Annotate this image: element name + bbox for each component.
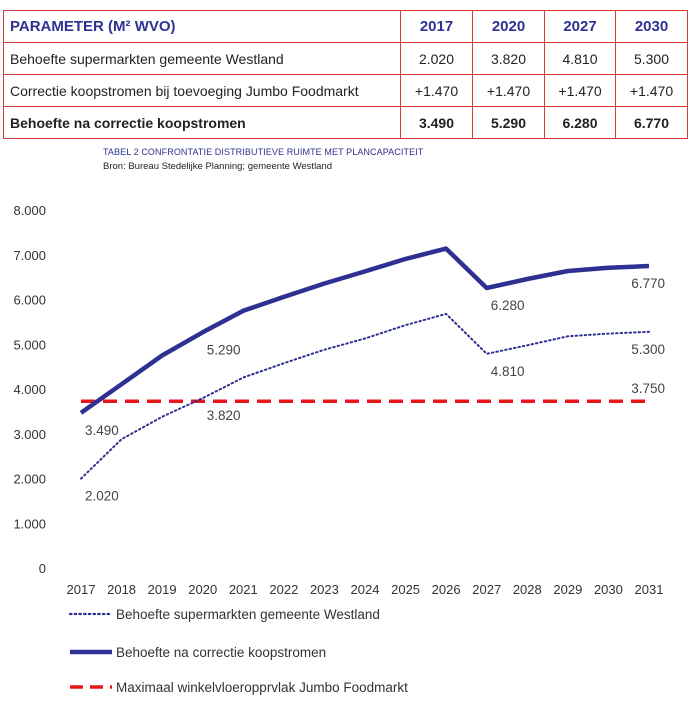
- y-tick-label: 5.000: [13, 337, 46, 352]
- x-tick-label: 2027: [472, 582, 501, 597]
- table-cell: +1.470: [544, 74, 616, 107]
- x-tick-label: 2029: [553, 582, 582, 597]
- table-row: Behoefte na correctie koopstromen 3.490 …: [3, 106, 688, 139]
- x-tick-label: 2019: [148, 582, 177, 597]
- table-header-cell: 2027: [544, 10, 616, 43]
- row-label: Correctie koopstromen bij toevoeging Jum…: [3, 74, 401, 107]
- legend-label: Maximaal winkelvloeropprvlak Jumbo Foodm…: [116, 680, 408, 695]
- table-cell: 3.820: [472, 42, 545, 75]
- y-tick-label: 0: [39, 561, 46, 576]
- table-header-row: PARAMETER (M² WVO) 2017 2020 2027 2030: [3, 10, 688, 43]
- x-tick-label: 2017: [67, 582, 96, 597]
- y-tick-label: 2.000: [13, 472, 46, 487]
- table-cell: +1.470: [472, 74, 545, 107]
- table-row: Correctie koopstromen bij toevoeging Jum…: [3, 74, 688, 107]
- table-header-cell: 2030: [615, 10, 688, 43]
- table-cell: 5.290: [472, 106, 545, 139]
- y-tick-label: 8.000: [13, 203, 46, 218]
- x-tick-label: 2031: [635, 582, 664, 597]
- x-tick-label: 2030: [594, 582, 623, 597]
- table-row: Behoefte supermarkten gemeente Westland …: [3, 42, 688, 75]
- x-tick-label: 2018: [107, 582, 136, 597]
- data-label: 5.300: [631, 342, 665, 357]
- row-label: Behoefte na correctie koopstromen: [3, 106, 401, 139]
- x-tick-label: 2023: [310, 582, 339, 597]
- table-cell: 5.300: [615, 42, 688, 75]
- x-tick-label: 2025: [391, 582, 420, 597]
- x-tick-label: 2028: [513, 582, 542, 597]
- table-caption: TABEL 2 CONFRONTATIE DISTRIBUTIEVE RUIMT…: [103, 147, 424, 157]
- legend-label: Behoefte supermarkten gemeente Westland: [116, 607, 380, 622]
- table-header-cell: 2020: [472, 10, 545, 43]
- data-label: 4.810: [491, 364, 525, 379]
- table-cell: +1.470: [400, 74, 473, 107]
- series-line-behoefte: [80, 312, 650, 480]
- data-label: 3.820: [207, 408, 241, 423]
- row-label: Behoefte supermarkten gemeente Westland: [3, 42, 401, 75]
- data-label: 6.280: [491, 298, 525, 313]
- data-label: 6.770: [631, 276, 665, 291]
- legend-label: Behoefte na correctie koopstromen: [116, 645, 326, 660]
- table-header-cell: 2017: [400, 10, 473, 43]
- source-note: Bron: Bureau Stedelijke Planning; gemeen…: [103, 161, 333, 172]
- parameter-table: PARAMETER (M² WVO) 2017 2020 2027 2030 B…: [3, 10, 688, 139]
- data-label: 3.750: [631, 381, 665, 396]
- x-tick-label: 2020: [188, 582, 217, 597]
- table-cell: 6.280: [544, 106, 616, 139]
- line-chart: 0 1.000 2.000 3.000 4.000 5.000 6.000 7.000 8.00…: [13, 203, 665, 695]
- y-tick-label: 7.000: [13, 248, 46, 263]
- y-tick-label: 1.000: [13, 516, 46, 531]
- data-label: 3.490: [85, 423, 119, 438]
- table-cell: 2.020: [400, 42, 473, 75]
- x-tick-label: 2022: [269, 582, 298, 597]
- data-label: 2.020: [85, 489, 119, 504]
- x-tick-label: 2026: [432, 582, 461, 597]
- y-tick-label: 6.000: [13, 293, 46, 308]
- x-tick-label: 2021: [229, 582, 258, 597]
- series-line-gecorrigeerd: [79, 246, 650, 415]
- table-cell: +1.470: [615, 74, 688, 107]
- data-label: 5.290: [207, 342, 241, 357]
- y-tick-label: 3.000: [13, 427, 46, 442]
- table-cell: 6.770: [615, 106, 688, 139]
- y-tick-label: 4.000: [13, 382, 46, 397]
- table-cell: 4.810: [544, 42, 616, 75]
- table-cell: 3.490: [400, 106, 473, 139]
- table-header-cell: PARAMETER (M² WVO): [3, 10, 401, 43]
- x-tick-label: 2024: [351, 582, 380, 597]
